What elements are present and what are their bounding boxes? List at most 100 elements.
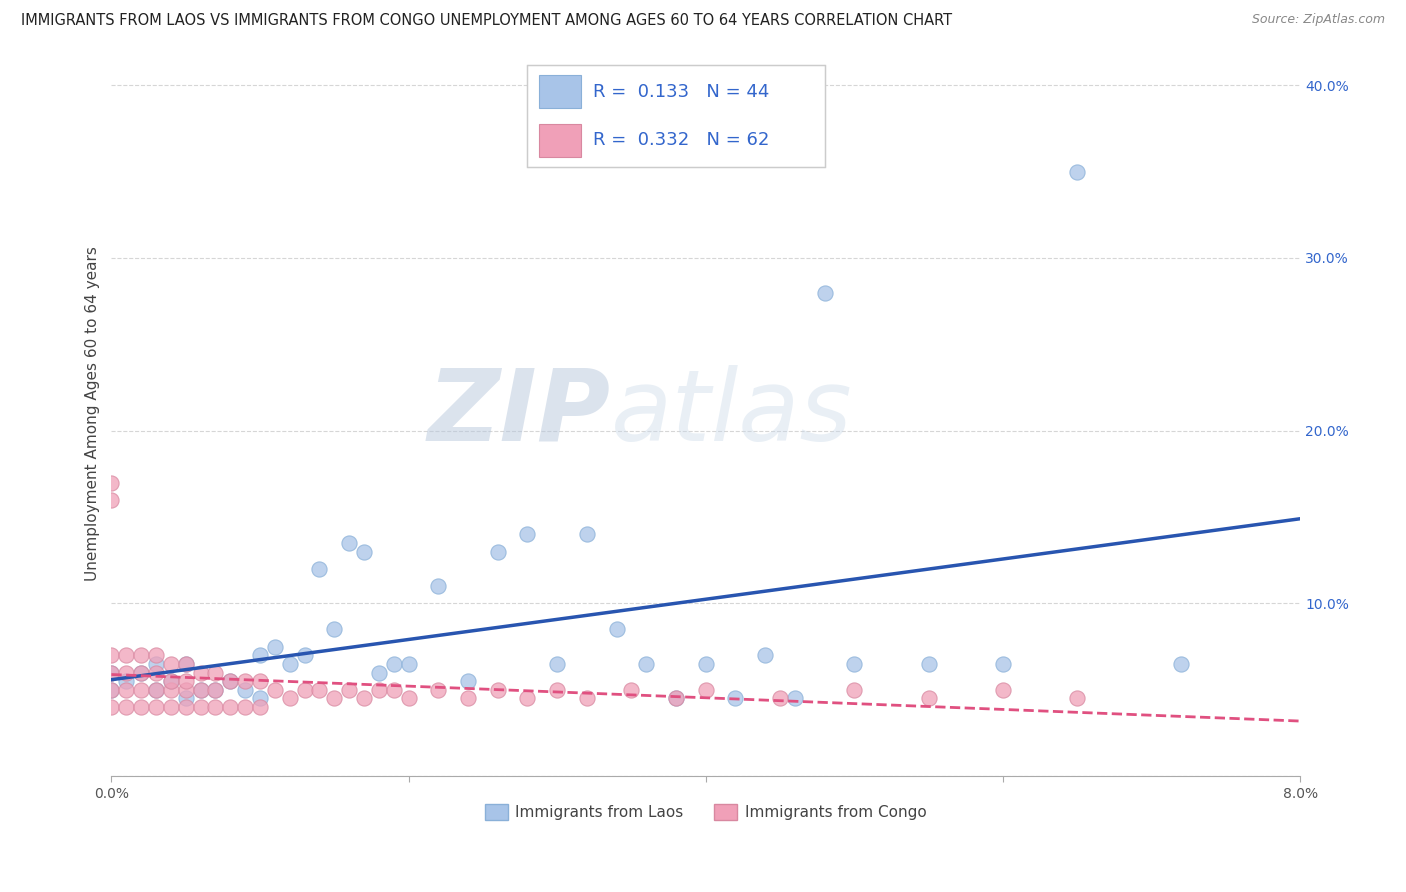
Point (398, 657, 420, 671)
Text: ZIP: ZIP (427, 365, 610, 462)
Point (427, 682, 450, 697)
Point (249, 700, 271, 714)
Point (219, 700, 242, 714)
Point (204, 682, 226, 697)
Point (382, 657, 405, 671)
Point (516, 691, 538, 706)
Point (145, 665, 167, 680)
Point (294, 648, 316, 663)
Point (100, 682, 122, 697)
Point (100, 648, 122, 663)
Point (516, 527, 538, 541)
Point (813, 285, 835, 300)
Point (174, 682, 197, 697)
Point (337, 536, 360, 550)
Point (160, 674, 183, 689)
Point (190, 682, 212, 697)
Point (100, 665, 122, 680)
Point (219, 674, 242, 689)
Point (1066, 691, 1088, 706)
Point (160, 700, 183, 714)
Point (129, 665, 152, 680)
Point (190, 700, 212, 714)
Point (636, 657, 658, 671)
Point (427, 579, 450, 593)
Point (233, 700, 256, 714)
Point (145, 682, 167, 697)
Point (1170, 657, 1192, 671)
Point (308, 562, 330, 576)
Point (844, 682, 866, 697)
Point (129, 665, 152, 680)
Point (620, 682, 643, 697)
Point (353, 544, 375, 558)
Point (145, 648, 167, 663)
Point (219, 674, 242, 689)
Point (606, 623, 628, 637)
Text: Source: ZipAtlas.com: Source: ZipAtlas.com (1251, 13, 1385, 27)
Point (367, 665, 389, 680)
Point (263, 640, 285, 654)
Point (546, 682, 568, 697)
Point (917, 691, 939, 706)
Point (382, 682, 405, 697)
Point (115, 700, 138, 714)
Point (249, 674, 271, 689)
Point (457, 674, 479, 689)
Point (145, 682, 167, 697)
Point (724, 691, 747, 706)
Point (754, 648, 776, 663)
Point (100, 700, 122, 714)
Point (337, 682, 360, 697)
Point (695, 682, 717, 697)
Point (278, 691, 301, 706)
Point (486, 544, 509, 558)
Point (353, 691, 375, 706)
Point (100, 682, 122, 697)
Point (100, 475, 122, 490)
Point (160, 674, 183, 689)
Point (174, 657, 197, 671)
Point (783, 691, 806, 706)
Point (398, 691, 420, 706)
Point (695, 657, 717, 671)
Point (457, 691, 479, 706)
Point (844, 657, 866, 671)
Point (129, 700, 152, 714)
Point (174, 700, 197, 714)
Point (145, 700, 167, 714)
Point (160, 657, 183, 671)
Point (204, 682, 226, 697)
Point (160, 682, 183, 697)
Point (575, 691, 598, 706)
Point (308, 682, 330, 697)
Point (129, 682, 152, 697)
Point (204, 665, 226, 680)
Point (769, 691, 792, 706)
Point (204, 700, 226, 714)
Point (1066, 164, 1088, 178)
Point (190, 682, 212, 697)
Text: atlas: atlas (610, 365, 852, 462)
Point (294, 682, 316, 697)
Point (174, 674, 197, 689)
Point (100, 665, 122, 680)
Point (115, 648, 138, 663)
Point (174, 657, 197, 671)
Point (190, 665, 212, 680)
Text: IMMIGRANTS FROM LAOS VS IMMIGRANTS FROM CONGO UNEMPLOYMENT AMONG AGES 60 TO 64 Y: IMMIGRANTS FROM LAOS VS IMMIGRANTS FROM … (21, 13, 952, 29)
Y-axis label: Unemployment Among Ages 60 to 64 years: Unemployment Among Ages 60 to 64 years (86, 246, 100, 581)
Point (367, 682, 389, 697)
Point (174, 691, 197, 706)
Point (249, 648, 271, 663)
Point (575, 527, 598, 541)
Point (233, 674, 256, 689)
Point (991, 682, 1014, 697)
Point (129, 648, 152, 663)
Point (100, 492, 122, 507)
Point (233, 682, 256, 697)
Point (115, 682, 138, 697)
Point (145, 657, 167, 671)
Point (991, 657, 1014, 671)
Point (249, 691, 271, 706)
